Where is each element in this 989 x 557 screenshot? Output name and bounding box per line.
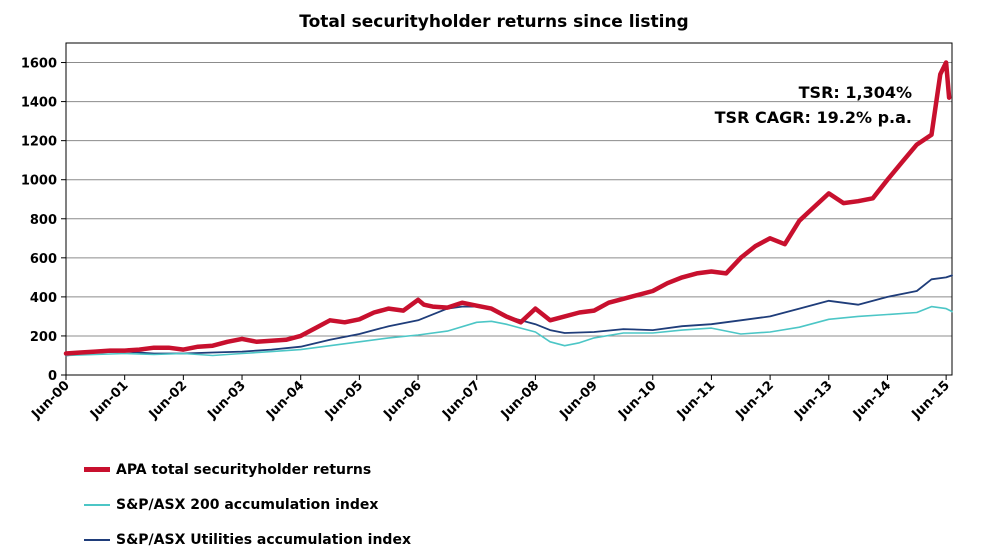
legend-swatch-apa: [84, 467, 110, 472]
annotation-tsr: TSR: 1,304%: [799, 83, 912, 102]
y-tick-label: 600: [30, 252, 57, 267]
x-tick-label: Jun-13: [791, 378, 835, 422]
x-tick-label: Jun-08: [498, 378, 542, 422]
x-tick-label: Jun-01: [87, 378, 131, 422]
annotation-tsr-cagr: TSR CAGR: 19.2% p.a.: [715, 108, 912, 127]
x-tick-label: Jun-15: [909, 378, 953, 422]
x-tick-label: Jun-11: [674, 378, 718, 422]
y-tick-label: 1200: [21, 135, 57, 150]
axes: [61, 42, 953, 380]
grid-lines: [66, 62, 952, 337]
legend: APA total securityholder returns S&P/ASX…: [84, 452, 411, 557]
legend-item-apa: APA total securityholder returns: [84, 452, 411, 487]
y-tick-label: 1000: [21, 174, 57, 189]
legend-item-utilities: S&P/ASX Utilities accumulation index: [84, 522, 411, 557]
chart-svg: Total securityholder returns since listi…: [21, 12, 953, 423]
legend-label-apa: APA total securityholder returns: [116, 461, 372, 478]
x-tick-label: Jun-10: [615, 378, 659, 422]
legend-item-asx200: S&P/ASX 200 accumulation index: [84, 487, 411, 522]
chart-title: Total securityholder returns since listi…: [299, 12, 688, 32]
y-tick-labels: 0 200 400 600 800 1000 1200 1400 1600: [21, 57, 57, 384]
x-tick-label: Jun-06: [380, 378, 424, 422]
legend-label-utilities: S&P/ASX Utilities accumulation index: [116, 531, 411, 548]
y-tick-label: 800: [30, 213, 57, 228]
x-tick-label: Jun-12: [732, 378, 776, 422]
series-line-asx200: [65, 305, 953, 357]
legend-swatch-asx200: [84, 503, 110, 506]
y-tick-label: 400: [30, 291, 57, 306]
x-tick-label: Jun-03: [204, 378, 248, 422]
legend-label-asx200: S&P/ASX 200 accumulation index: [116, 496, 379, 513]
y-tick-label: 200: [30, 330, 57, 345]
x-tick-labels: Jun-00 Jun-01 Jun-02 Jun-03 Jun-04 Jun-05 Jun-…: [28, 378, 953, 422]
plot-area-border: [65, 42, 953, 376]
series-lines: [63, 60, 953, 357]
y-tick-label: 1400: [21, 96, 57, 111]
x-tick-label: Jun-07: [439, 378, 483, 422]
x-tick-label: Jun-09: [556, 378, 600, 422]
legend-swatch-utilities: [84, 538, 110, 541]
x-tick-label: Jun-00: [28, 378, 72, 422]
x-tick-label: Jun-04: [263, 378, 307, 422]
y-tick-label: 1600: [21, 57, 57, 72]
y-tick-label: 0: [48, 369, 57, 384]
x-tick-label: Jun-02: [146, 378, 190, 422]
x-tick-label: Jun-05: [322, 378, 366, 422]
series-line-apa: [63, 60, 952, 356]
x-tick-label: Jun-14: [850, 378, 894, 422]
